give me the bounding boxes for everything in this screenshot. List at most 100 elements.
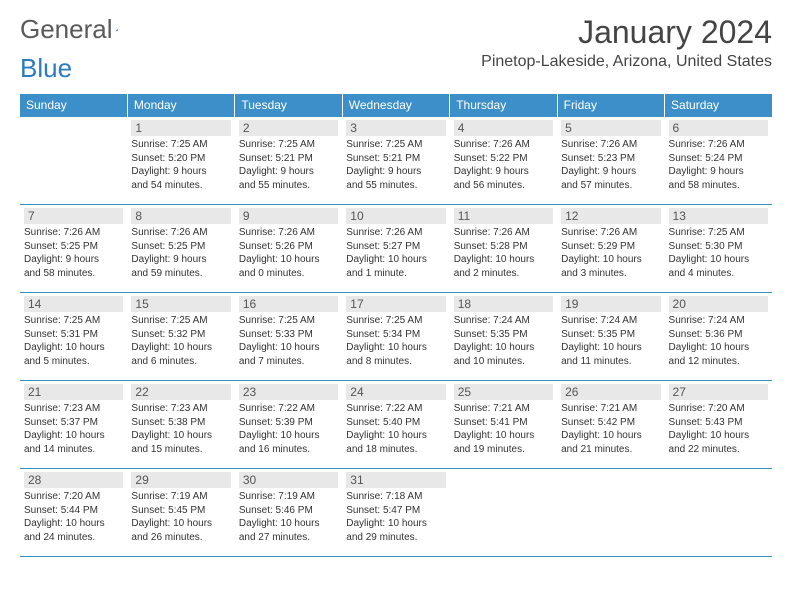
day-header: Wednesday	[342, 94, 449, 117]
day-number: 25	[454, 384, 553, 400]
day-details: Sunrise: 7:19 AMSunset: 5:46 PMDaylight:…	[239, 490, 338, 544]
day-header-row: Sunday Monday Tuesday Wednesday Thursday…	[20, 94, 772, 117]
day-details: Sunrise: 7:25 AMSunset: 5:32 PMDaylight:…	[131, 314, 230, 368]
day-details: Sunrise: 7:24 AMSunset: 5:36 PMDaylight:…	[669, 314, 768, 368]
day-number: 23	[239, 384, 338, 400]
day-details: Sunrise: 7:26 AMSunset: 5:25 PMDaylight:…	[131, 226, 230, 280]
day-cell: 13 Sunrise: 7:25 AMSunset: 5:30 PMDayligh…	[665, 205, 772, 293]
day-details: Sunrise: 7:25 AMSunset: 5:34 PMDaylight:…	[346, 314, 445, 368]
day-header: Saturday	[665, 94, 772, 117]
day-cell: 7 Sunrise: 7:26 AMSunset: 5:25 PMDaylight…	[20, 205, 127, 293]
location-text: Pinetop-Lakeside, Arizona, United States	[481, 53, 772, 71]
day-details: Sunrise: 7:18 AMSunset: 5:47 PMDaylight:…	[346, 490, 445, 544]
day-details: Sunrise: 7:25 AMSunset: 5:30 PMDaylight:…	[669, 226, 768, 280]
day-details: Sunrise: 7:25 AMSunset: 5:21 PMDaylight:…	[346, 138, 445, 192]
day-number: 18	[454, 296, 553, 312]
brand-logo: General	[20, 14, 139, 45]
day-cell: 28 Sunrise: 7:20 AMSunset: 5:44 PMDayligh…	[20, 469, 127, 557]
day-number: 24	[346, 384, 445, 400]
day-details: Sunrise: 7:26 AMSunset: 5:23 PMDaylight:…	[561, 138, 660, 192]
day-number: 21	[24, 384, 123, 400]
day-cell: 31 Sunrise: 7:18 AMSunset: 5:47 PMDayligh…	[342, 469, 449, 557]
day-cell: 14 Sunrise: 7:25 AMSunset: 5:31 PMDayligh…	[20, 293, 127, 381]
day-number: 30	[239, 472, 338, 488]
day-cell: 22Sunrise: 7:23 AMSunset: 5:38 PMDayligh…	[127, 381, 234, 469]
day-details: Sunrise: 7:26 AMSunset: 5:27 PMDaylight:…	[346, 226, 445, 280]
day-cell	[20, 117, 127, 205]
day-details: Sunrise: 7:25 AMSunset: 5:33 PMDaylight:…	[239, 314, 338, 368]
day-details: Sunrise: 7:25 AMSunset: 5:31 PMDaylight:…	[24, 314, 123, 368]
day-cell: 26Sunrise: 7:21 AMSunset: 5:42 PMDayligh…	[557, 381, 664, 469]
day-cell: 23Sunrise: 7:22 AMSunset: 5:39 PMDayligh…	[235, 381, 342, 469]
day-details: Sunrise: 7:22 AMSunset: 5:40 PMDaylight:…	[346, 402, 445, 456]
day-number: 12	[561, 208, 660, 224]
day-details: Sunrise: 7:26 AMSunset: 5:26 PMDaylight:…	[239, 226, 338, 280]
week-row: 7 Sunrise: 7:26 AMSunset: 5:25 PMDaylight…	[20, 205, 772, 293]
day-details: Sunrise: 7:21 AMSunset: 5:41 PMDaylight:…	[454, 402, 553, 456]
day-cell: 21Sunrise: 7:23 AMSunset: 5:37 PMDayligh…	[20, 381, 127, 469]
day-cell: 3 Sunrise: 7:25 AMSunset: 5:21 PMDaylight…	[342, 117, 449, 205]
day-header: Monday	[127, 94, 234, 117]
day-cell: 20 Sunrise: 7:24 AMSunset: 5:36 PMDayligh…	[665, 293, 772, 381]
day-number: 16	[239, 296, 338, 312]
day-details: Sunrise: 7:26 AMSunset: 5:28 PMDaylight:…	[454, 226, 553, 280]
day-number: 29	[131, 472, 230, 488]
day-details: Sunrise: 7:20 AMSunset: 5:44 PMDaylight:…	[24, 490, 123, 544]
day-cell: 16 Sunrise: 7:25 AMSunset: 5:33 PMDayligh…	[235, 293, 342, 381]
day-number: 31	[346, 472, 445, 488]
day-number: 28	[24, 472, 123, 488]
day-cell	[557, 469, 664, 557]
brand-text-general: General	[20, 14, 113, 45]
day-details: Sunrise: 7:21 AMSunset: 5:42 PMDaylight:…	[561, 402, 660, 456]
day-details: Sunrise: 7:24 AMSunset: 5:35 PMDaylight:…	[561, 314, 660, 368]
day-number: 14	[24, 296, 123, 312]
day-number: 17	[346, 296, 445, 312]
day-header: Tuesday	[235, 94, 342, 117]
day-cell: 30 Sunrise: 7:19 AMSunset: 5:46 PMDayligh…	[235, 469, 342, 557]
calendar-table: Sunday Monday Tuesday Wednesday Thursday…	[20, 94, 772, 557]
day-number: 20	[669, 296, 768, 312]
day-number: 7	[24, 208, 123, 224]
day-cell: 11 Sunrise: 7:26 AMSunset: 5:28 PMDayligh…	[450, 205, 557, 293]
day-cell: 12 Sunrise: 7:26 AMSunset: 5:29 PMDayligh…	[557, 205, 664, 293]
day-cell: 24 Sunrise: 7:22 AMSunset: 5:40 PMDayligh…	[342, 381, 449, 469]
week-row: 21Sunrise: 7:23 AMSunset: 5:37 PMDayligh…	[20, 381, 772, 469]
day-details: Sunrise: 7:25 AMSunset: 5:20 PMDaylight:…	[131, 138, 230, 192]
day-details: Sunrise: 7:19 AMSunset: 5:45 PMDaylight:…	[131, 490, 230, 544]
day-number: 5	[561, 120, 660, 136]
day-cell: 27Sunrise: 7:20 AMSunset: 5:43 PMDayligh…	[665, 381, 772, 469]
day-number: 9	[239, 208, 338, 224]
day-cell: 29 Sunrise: 7:19 AMSunset: 5:45 PMDayligh…	[127, 469, 234, 557]
day-details: Sunrise: 7:26 AMSunset: 5:24 PMDaylight:…	[669, 138, 768, 192]
day-number: 11	[454, 208, 553, 224]
day-cell	[450, 469, 557, 557]
day-header: Friday	[557, 94, 664, 117]
day-cell: 9 Sunrise: 7:26 AMSunset: 5:26 PMDaylight…	[235, 205, 342, 293]
day-cell: 4 Sunrise: 7:26 AMSunset: 5:22 PMDaylight…	[450, 117, 557, 205]
day-cell: 8Sunrise: 7:26 AMSunset: 5:25 PMDaylight…	[127, 205, 234, 293]
day-cell	[665, 469, 772, 557]
brand-text-blue: Blue	[20, 53, 72, 83]
day-details: Sunrise: 7:26 AMSunset: 5:22 PMDaylight:…	[454, 138, 553, 192]
week-row: 28 Sunrise: 7:20 AMSunset: 5:44 PMDayligh…	[20, 469, 772, 557]
day-cell: 6 Sunrise: 7:26 AMSunset: 5:24 PMDaylight…	[665, 117, 772, 205]
day-details: Sunrise: 7:26 AMSunset: 5:25 PMDaylight:…	[24, 226, 123, 280]
day-cell: 2Sunrise: 7:25 AMSunset: 5:21 PMDaylight…	[235, 117, 342, 205]
day-number: 3	[346, 120, 445, 136]
title-block: January 2024 Pinetop-Lakeside, Arizona, …	[481, 14, 772, 71]
triangle-icon	[115, 19, 118, 41]
day-number: 1	[131, 120, 230, 136]
day-cell: 15 Sunrise: 7:25 AMSunset: 5:32 PMDayligh…	[127, 293, 234, 381]
day-details: Sunrise: 7:26 AMSunset: 5:29 PMDaylight:…	[561, 226, 660, 280]
day-cell: 25 Sunrise: 7:21 AMSunset: 5:41 PMDayligh…	[450, 381, 557, 469]
day-number: 15	[131, 296, 230, 312]
week-row: 1 Sunrise: 7:25 AMSunset: 5:20 PMDaylight…	[20, 117, 772, 205]
day-number: 13	[669, 208, 768, 224]
day-number: 4	[454, 120, 553, 136]
day-cell: 18Sunrise: 7:24 AMSunset: 5:35 PMDayligh…	[450, 293, 557, 381]
day-number: 6	[669, 120, 768, 136]
day-number: 27	[669, 384, 768, 400]
day-cell: 1 Sunrise: 7:25 AMSunset: 5:20 PMDaylight…	[127, 117, 234, 205]
day-number: 10	[346, 208, 445, 224]
day-cell: 5 Sunrise: 7:26 AMSunset: 5:23 PMDaylight…	[557, 117, 664, 205]
